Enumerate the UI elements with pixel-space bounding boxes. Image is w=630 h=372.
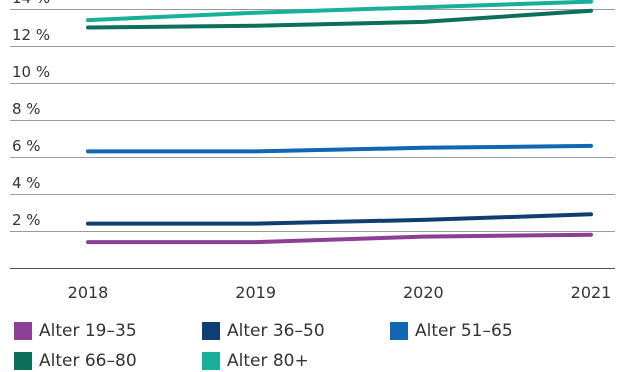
grid-lines (10, 9, 615, 269)
y-tick-label: 6 % (12, 137, 41, 155)
legend-swatch-4 (14, 352, 32, 370)
x-tick-label: 2021 (571, 283, 612, 302)
legend-swatch-3 (390, 322, 408, 340)
legend-swatch-1 (14, 322, 32, 340)
series-line-4 (86, 8, 593, 30)
series-line-3 (86, 143, 593, 154)
legend-label-4: Alter 66–80 (39, 351, 137, 371)
x-tick-label: 2020 (403, 283, 444, 302)
legend-item-2: Alter 36–50 (202, 320, 325, 342)
y-tick-label: 4 % (12, 174, 41, 192)
legend-swatch-5 (202, 352, 220, 370)
legend-item-3: Alter 51–65 (390, 320, 513, 342)
x-axis-tick-labels: 2018 2019 2020 2021 (68, 283, 612, 302)
legend-label-1: Alter 19–35 (39, 321, 137, 341)
series-lines (86, 0, 593, 245)
y-tick-label: 14 % (12, 0, 50, 7)
y-axis-tick-labels: 2 % 4 % 6 % 8 % 10 % 12 % 14 % (12, 0, 50, 229)
series-line-5 (86, 0, 593, 23)
legend-item-1: Alter 19–35 (14, 320, 137, 342)
x-tick-label: 2019 (235, 283, 276, 302)
legend-swatch-2 (202, 322, 220, 340)
legend-item-4: Alter 66–80 (14, 350, 137, 372)
series-line-2 (86, 212, 593, 226)
x-tick-label: 2018 (68, 283, 109, 302)
legend-label-3: Alter 51–65 (415, 321, 513, 341)
legend-item-5: Alter 80+ (202, 350, 309, 372)
y-tick-label: 10 % (12, 63, 50, 81)
y-tick-label: 2 % (12, 211, 41, 229)
y-tick-label: 8 % (12, 100, 41, 118)
legend-label-2: Alter 36–50 (227, 321, 325, 341)
series-line-1 (86, 232, 593, 245)
y-tick-label: 12 % (12, 26, 50, 44)
legend-label-5: Alter 80+ (227, 351, 309, 371)
